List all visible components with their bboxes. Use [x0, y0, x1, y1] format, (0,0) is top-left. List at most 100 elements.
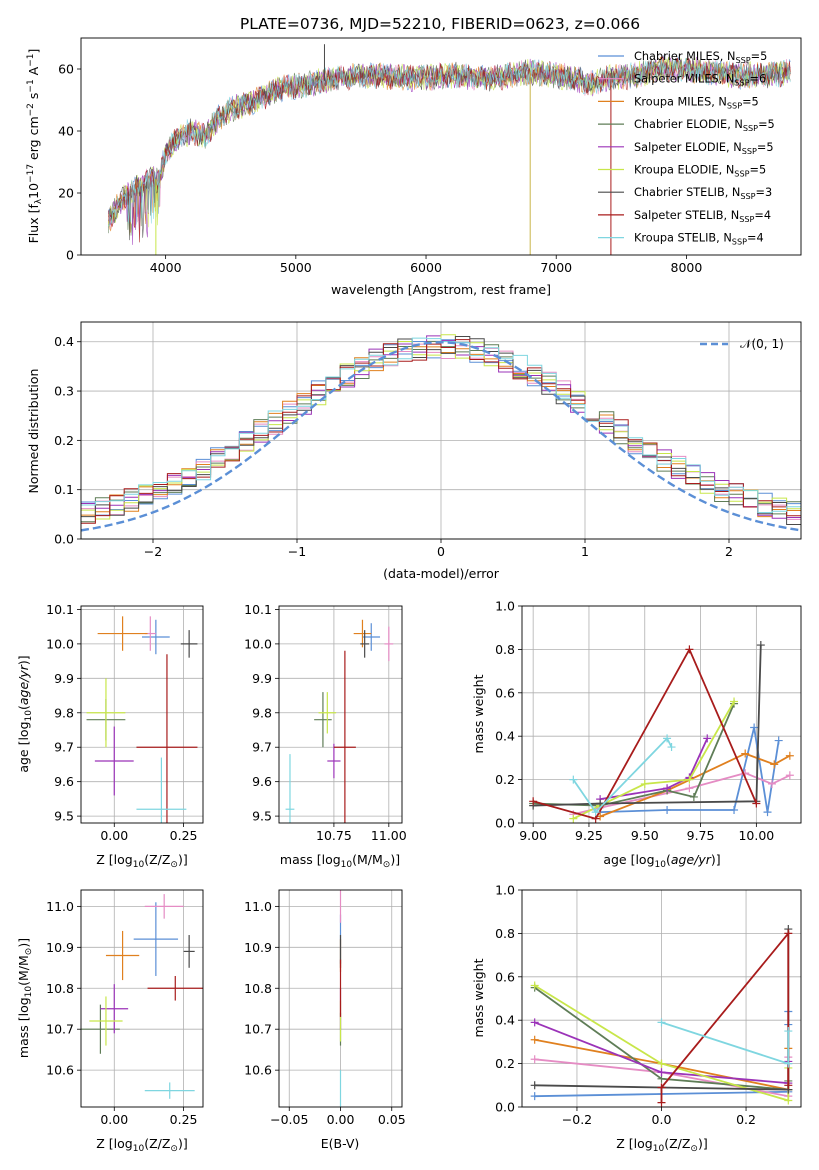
y-tick-label: 9.8: [252, 705, 272, 720]
weight-line: [572, 736, 673, 814]
weight-line: [533, 645, 762, 807]
weight-line: [599, 752, 791, 818]
y-tick-label: 10.6: [46, 1063, 74, 1078]
legend-label-part: Chabrier MILES, N: [634, 50, 735, 63]
x-axis-label-part: 10: [133, 860, 145, 870]
legend-label-part: Salpeter ELODIE, N: [634, 141, 742, 154]
weight-line: [600, 727, 780, 813]
weight-marker: [663, 805, 672, 814]
x-axis-label-part: Z [log: [96, 852, 132, 867]
y-tick-label: 11.0: [244, 899, 272, 914]
x-tick-label: 0.05: [378, 1112, 406, 1127]
y-tick-label: 0.4: [495, 729, 515, 744]
x-tick-label: 10.00: [738, 828, 774, 843]
weight-marker: [529, 797, 538, 806]
weight-marker: [591, 808, 600, 817]
histogram-step: [81, 337, 801, 513]
y-tick-label: 0.1: [54, 482, 74, 497]
y-tick-label: 0.2: [495, 1056, 515, 1071]
plot-area: [529, 641, 794, 823]
x-tick-label: 4000: [150, 260, 182, 275]
weight-line: [532, 647, 758, 820]
legend-label-part: =5: [757, 141, 774, 154]
legend-label-part: =5: [751, 50, 768, 63]
y-axis-label-part: (M/M: [16, 955, 31, 986]
weight-marker: [685, 645, 694, 654]
x-axis-label-part: (Z/Z: [144, 852, 170, 867]
y-tick-label: 10.9: [244, 940, 272, 955]
x-tick-label: −2: [144, 544, 162, 559]
legend-label: Chabrier MILES, NSSP=5: [634, 50, 767, 65]
y-tick-label: 0.0: [495, 816, 515, 831]
weight-marker: [703, 734, 712, 743]
x-axis-label: wavelength [Angstrom, rest frame]: [331, 282, 551, 297]
legend-label-part: Kroupa STELIB, N: [634, 232, 732, 245]
weight-line: [660, 930, 790, 1103]
weight-marker: [663, 734, 672, 743]
panel-age_vs_Z: 0.00 0.259.59.69.79.89.910.010.1Z [log10(…: [16, 602, 204, 870]
legend-label: Kroupa MILES, NSSP=5: [634, 95, 759, 110]
weight-marker: [569, 814, 578, 823]
y-axis-label-part: ]: [26, 49, 41, 54]
x-tick-label: 0.0: [652, 1112, 672, 1127]
spectrum-line: [108, 56, 791, 243]
weight-marker: [640, 779, 649, 788]
x-axis-label: Z [log10(Z/Z⊙)]: [616, 1136, 707, 1154]
y-axis-label-part: erg cm: [26, 116, 41, 164]
legend-label-part: SSP: [742, 146, 757, 156]
y-axis-label-part: ⊙: [24, 948, 34, 956]
axes-frame: [80, 889, 204, 1108]
weight-marker: [530, 981, 539, 990]
histogram-step: [81, 336, 801, 525]
y-tick-label: 9.9: [252, 671, 272, 686]
x-tick-label: −1: [288, 544, 306, 559]
panel-weight_vs_Z: −0.2 0.0 0.2 0.0 0.2 0.4 0.6 0.8 1.0 Z [log10(Z/Z…: [471, 883, 802, 1154]
x-axis-label-part: )]: [698, 1136, 708, 1151]
x-axis-label: age [log10(age/yr)]: [603, 852, 720, 870]
panel-spectrum: 4000 5000 6000 7000 8000 0 20 40 60 wavelength [A…: [26, 37, 802, 297]
y-tick-label: 10.8: [244, 981, 272, 996]
x-tick-label: 9.75: [687, 828, 715, 843]
legend-label-part: SSP: [740, 191, 755, 201]
panel-weight_vs_age: 9.00 9.25 9.50 9.75 10.00 0.0 0.2 0.4 0.6 0.8 1.0 a…: [471, 599, 802, 870]
x-axis-label: Z [log10(Z/Z⊙)]: [96, 1136, 187, 1154]
weight-marker: [596, 799, 605, 808]
weight-marker: [530, 1092, 539, 1101]
legend-label-part: SSP: [739, 214, 754, 224]
y-tick-label: 1.0: [495, 599, 515, 614]
x-tick-label: 9.00: [519, 828, 547, 843]
y-tick-label: 0.6: [495, 969, 515, 984]
y-tick-label: 11.0: [46, 899, 74, 914]
y-tick-label: 10.9: [46, 940, 74, 955]
y-tick-label: 10.7: [244, 1022, 272, 1037]
weight-marker: [657, 1098, 666, 1107]
y-tick-label: 0.6: [495, 685, 515, 700]
y-tick-label: 9.6: [252, 774, 272, 789]
y-axis-label-part: (: [16, 705, 31, 710]
plot-area: [108, 44, 791, 255]
y-axis-label-part: λ: [34, 198, 44, 204]
y-tick-label: 10.8: [46, 981, 74, 996]
x-axis-label: E(B-V): [321, 1136, 360, 1151]
plot-area: [530, 925, 793, 1107]
y-axis-label-part: 10: [24, 710, 34, 722]
figure-title: PLATE=0736, MJD=52210, FIBERID=0623, z=0…: [240, 15, 640, 33]
histogram-step: [81, 339, 801, 524]
y-tick-label: 0: [66, 248, 74, 263]
legend-label-part: Kroupa MILES, N: [634, 95, 727, 108]
weight-marker: [774, 736, 783, 745]
y-tick-label: 9.5: [54, 809, 74, 824]
y-axis-label-part: 10: [26, 183, 41, 199]
legend-label-part: SSP: [732, 237, 747, 247]
y-tick-label: 9.7: [252, 740, 272, 755]
y-tick-label: 10.0: [46, 636, 74, 651]
legend-label: Salpeter ELODIE, NSSP=5: [634, 141, 774, 156]
legend-label: Chabrier STELIB, NSSP=3: [634, 186, 772, 201]
panel-mass_vs_ebv: −0.05 0.00 0.05 10.6 10.7 10.8 10.9 11.0 E(B-V): [244, 889, 406, 1151]
x-axis-label-part: 10: [653, 1144, 665, 1154]
y-tick-label: 9.8: [54, 705, 74, 720]
y-axis-label: mass [log10(M/M⊙)]: [16, 938, 34, 1058]
legend-label-part: =6: [750, 73, 767, 86]
weight-marker: [663, 784, 672, 793]
legend-label-part: Chabrier ELODIE, N: [634, 118, 743, 131]
